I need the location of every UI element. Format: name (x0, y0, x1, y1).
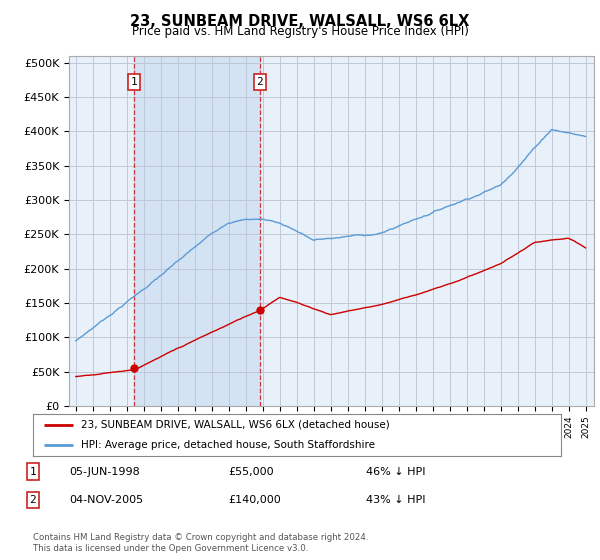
Text: Contains HM Land Registry data © Crown copyright and database right 2024.
This d: Contains HM Land Registry data © Crown c… (33, 533, 368, 553)
Text: Price paid vs. HM Land Registry's House Price Index (HPI): Price paid vs. HM Land Registry's House … (131, 25, 469, 38)
Bar (134, 56, 260, 406)
Text: 46% ↓ HPI: 46% ↓ HPI (366, 466, 425, 477)
Text: 2: 2 (257, 77, 263, 87)
Text: £55,000: £55,000 (228, 466, 274, 477)
Text: £140,000: £140,000 (228, 495, 281, 505)
Text: 04-NOV-2005: 04-NOV-2005 (69, 495, 143, 505)
Text: 23, SUNBEAM DRIVE, WALSALL, WS6 6LX (detached house): 23, SUNBEAM DRIVE, WALSALL, WS6 6LX (det… (80, 420, 389, 430)
Text: 05-JUN-1998: 05-JUN-1998 (69, 466, 140, 477)
Text: 2: 2 (29, 495, 37, 505)
Text: 1: 1 (131, 77, 137, 87)
Text: 23, SUNBEAM DRIVE, WALSALL, WS6 6LX: 23, SUNBEAM DRIVE, WALSALL, WS6 6LX (130, 14, 470, 29)
Text: 1: 1 (29, 466, 37, 477)
Text: 43% ↓ HPI: 43% ↓ HPI (366, 495, 425, 505)
Text: HPI: Average price, detached house, South Staffordshire: HPI: Average price, detached house, Sout… (80, 440, 374, 450)
